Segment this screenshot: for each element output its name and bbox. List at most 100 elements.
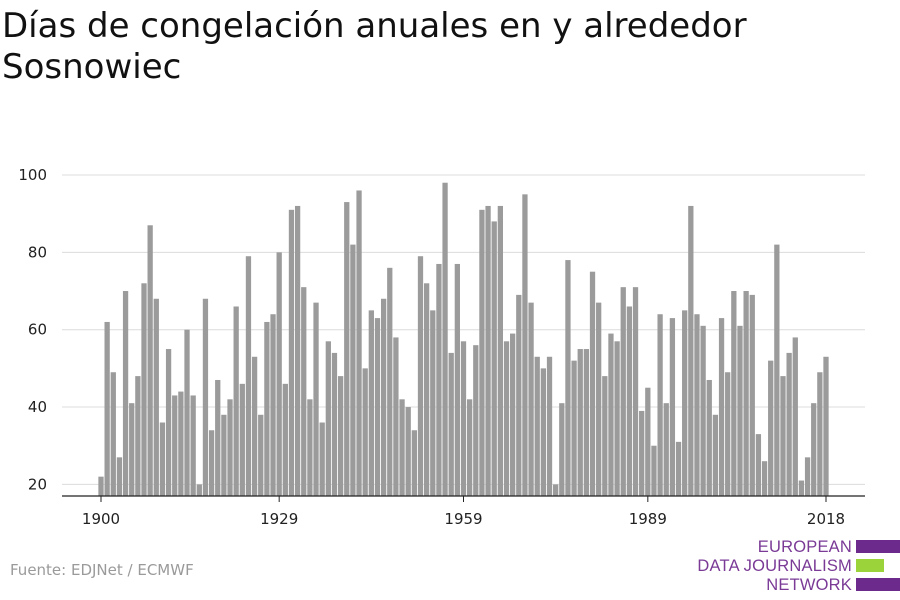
bar-1934[interactable] bbox=[307, 399, 313, 496]
bar-2006[interactable] bbox=[749, 294, 755, 496]
bar-2017[interactable] bbox=[817, 372, 823, 496]
bar-1920[interactable] bbox=[221, 414, 227, 496]
bar-1972[interactable] bbox=[540, 368, 547, 496]
bar-1922[interactable] bbox=[233, 306, 239, 496]
bar-1975[interactable] bbox=[559, 403, 565, 496]
bar-1909[interactable] bbox=[153, 298, 159, 496]
bar-1997[interactable] bbox=[694, 314, 700, 496]
bar-1913[interactable] bbox=[178, 391, 184, 496]
bar-1917[interactable] bbox=[202, 298, 209, 496]
bar-1915[interactable] bbox=[190, 395, 196, 496]
bar-1951[interactable] bbox=[411, 430, 417, 496]
bar-2000[interactable] bbox=[712, 414, 719, 496]
bar-1926[interactable] bbox=[258, 414, 264, 496]
bar-1982[interactable] bbox=[602, 376, 608, 496]
bar-1925[interactable] bbox=[251, 356, 258, 496]
bar-1956[interactable] bbox=[442, 182, 448, 497]
bar-1992[interactable] bbox=[663, 403, 669, 496]
bar-1940[interactable] bbox=[344, 202, 350, 496]
bar-1959[interactable] bbox=[460, 341, 467, 496]
bar-1986[interactable] bbox=[626, 306, 633, 496]
bar-1923[interactable] bbox=[239, 383, 245, 496]
bar-1901[interactable] bbox=[104, 321, 110, 496]
bar-2011[interactable] bbox=[780, 376, 786, 496]
bar-1967[interactable] bbox=[510, 333, 516, 496]
bar-2003[interactable] bbox=[731, 291, 737, 496]
bar-1944[interactable] bbox=[368, 310, 374, 496]
bar-1941[interactable] bbox=[350, 244, 356, 496]
bar-2018[interactable] bbox=[823, 356, 829, 496]
bar-1948[interactable] bbox=[393, 337, 399, 496]
bar-2002[interactable] bbox=[725, 372, 731, 496]
bar-1996[interactable] bbox=[688, 205, 694, 496]
bar-1952[interactable] bbox=[417, 256, 424, 496]
bar-2012[interactable] bbox=[786, 352, 792, 496]
bar-1980[interactable] bbox=[589, 271, 596, 496]
bar-1924[interactable] bbox=[245, 256, 252, 496]
bar-1902[interactable] bbox=[110, 372, 116, 496]
bar-1906[interactable] bbox=[135, 376, 141, 496]
bar-1930[interactable] bbox=[282, 383, 288, 496]
bar-1947[interactable] bbox=[387, 267, 393, 496]
bar-1994[interactable] bbox=[675, 441, 682, 496]
bar-1962[interactable] bbox=[479, 209, 485, 496]
bar-1938[interactable] bbox=[331, 352, 338, 496]
bar-1911[interactable] bbox=[165, 349, 172, 496]
edjnet-logo[interactable]: EUROPEAN DATA JOURNALISM NETWORK bbox=[697, 531, 900, 597]
bar-1971[interactable] bbox=[534, 356, 540, 496]
bar-2015[interactable] bbox=[804, 457, 811, 496]
bar-1927[interactable] bbox=[264, 321, 270, 496]
bar-1977[interactable] bbox=[571, 360, 577, 496]
bar-2005[interactable] bbox=[743, 291, 749, 496]
bar-1935[interactable] bbox=[313, 302, 319, 496]
bar-1978[interactable] bbox=[577, 349, 583, 496]
bar-2010[interactable] bbox=[774, 244, 780, 496]
bar-1937[interactable] bbox=[325, 341, 331, 496]
bar-1983[interactable] bbox=[608, 333, 614, 496]
bar-1900[interactable] bbox=[98, 476, 104, 496]
bar-1990[interactable] bbox=[651, 445, 657, 496]
bar-1974[interactable] bbox=[553, 484, 559, 496]
bar-1998[interactable] bbox=[700, 325, 706, 496]
bar-1987[interactable] bbox=[632, 287, 639, 496]
bar-1928[interactable] bbox=[270, 314, 276, 496]
bar-1946[interactable] bbox=[380, 298, 387, 496]
bar-1932[interactable] bbox=[294, 205, 301, 496]
bar-1965[interactable] bbox=[497, 205, 503, 496]
bar-2004[interactable] bbox=[737, 325, 743, 496]
bar-1966[interactable] bbox=[503, 341, 510, 496]
bar-1993[interactable] bbox=[669, 318, 676, 496]
bar-1968[interactable] bbox=[516, 294, 522, 496]
bar-1991[interactable] bbox=[657, 314, 663, 496]
bar-2007[interactable] bbox=[755, 434, 762, 496]
bar-1960[interactable] bbox=[467, 399, 473, 496]
bar-1963[interactable] bbox=[485, 205, 491, 496]
bar-1973[interactable] bbox=[546, 356, 553, 496]
bar-1999[interactable] bbox=[706, 379, 712, 496]
bar-1933[interactable] bbox=[301, 287, 307, 496]
bar-1953[interactable] bbox=[423, 283, 430, 496]
bar-2016[interactable] bbox=[811, 403, 817, 496]
bar-1957[interactable] bbox=[448, 352, 454, 496]
bar-1988[interactable] bbox=[639, 410, 645, 496]
bar-1936[interactable] bbox=[319, 422, 325, 496]
bar-1921[interactable] bbox=[227, 399, 233, 496]
bar-1961[interactable] bbox=[473, 345, 479, 496]
bar-1914[interactable] bbox=[184, 329, 190, 496]
bar-1949[interactable] bbox=[399, 399, 405, 496]
bar-1984[interactable] bbox=[614, 341, 620, 496]
bar-1912[interactable] bbox=[172, 395, 178, 496]
bar-1976[interactable] bbox=[565, 260, 571, 496]
bar-1979[interactable] bbox=[583, 349, 590, 496]
bar-1945[interactable] bbox=[374, 318, 381, 496]
bar-2001[interactable] bbox=[718, 318, 725, 496]
bar-1904[interactable] bbox=[122, 291, 129, 496]
bar-1939[interactable] bbox=[337, 376, 344, 496]
bar-1929[interactable] bbox=[276, 252, 282, 496]
bar-1954[interactable] bbox=[430, 310, 436, 496]
bar-1989[interactable] bbox=[645, 387, 651, 496]
bar-1950[interactable] bbox=[405, 407, 411, 496]
bar-1942[interactable] bbox=[356, 190, 362, 496]
bar-1943[interactable] bbox=[362, 368, 368, 496]
bar-1955[interactable] bbox=[436, 263, 442, 496]
